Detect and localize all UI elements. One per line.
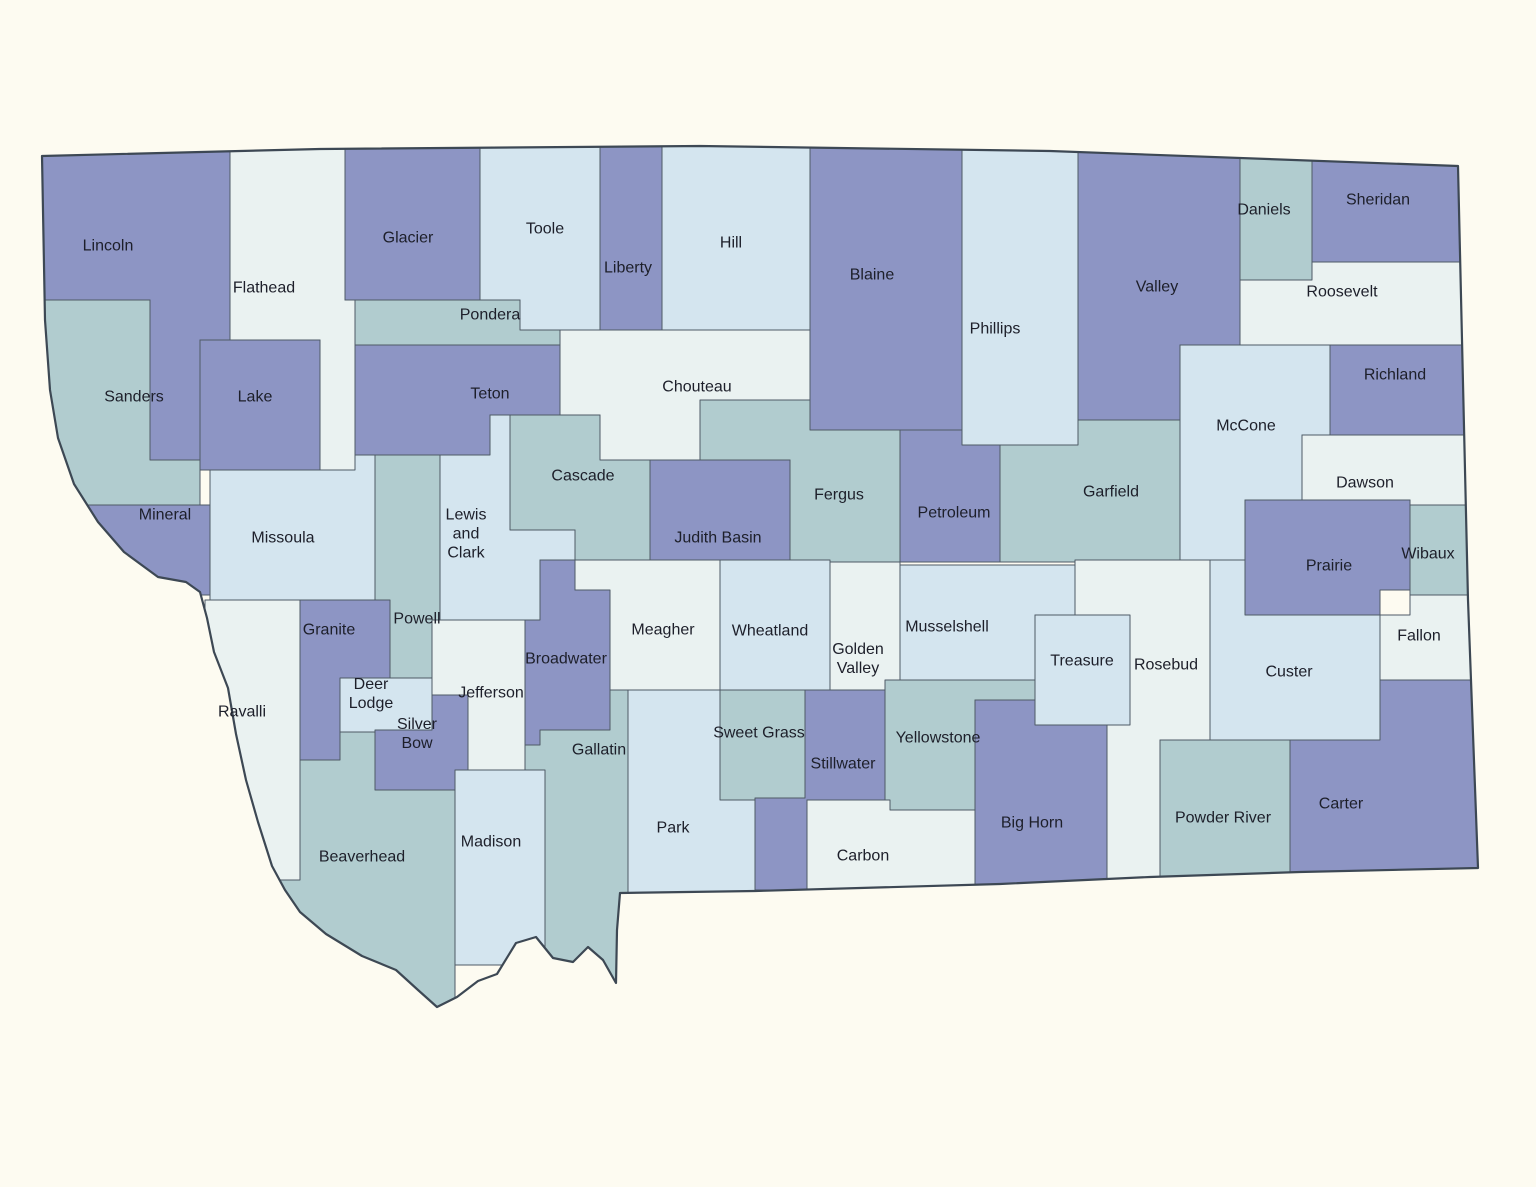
county-sweet-grass: [719, 689, 806, 801]
county-sheridan: [1311, 146, 1478, 263]
county-madison: [454, 769, 546, 966]
county-dawson: [1301, 434, 1478, 506]
state-border-outline: [40, 144, 1480, 1009]
county-carbon: [806, 799, 976, 894]
county-missoula: [209, 454, 376, 601]
county-lake: [199, 339, 321, 471]
county-wheatland: [719, 559, 831, 691]
county-judith-basin: [649, 459, 791, 561]
county-layer: [42, 146, 1478, 1007]
county-treasure: [1034, 614, 1131, 726]
county-big-horn: [974, 699, 1108, 894]
county-golden-valley: [829, 561, 901, 696]
county-petroleum: [899, 429, 1001, 563]
county-powder-river: [1159, 739, 1291, 894]
county-deer-lodge: [339, 677, 433, 733]
